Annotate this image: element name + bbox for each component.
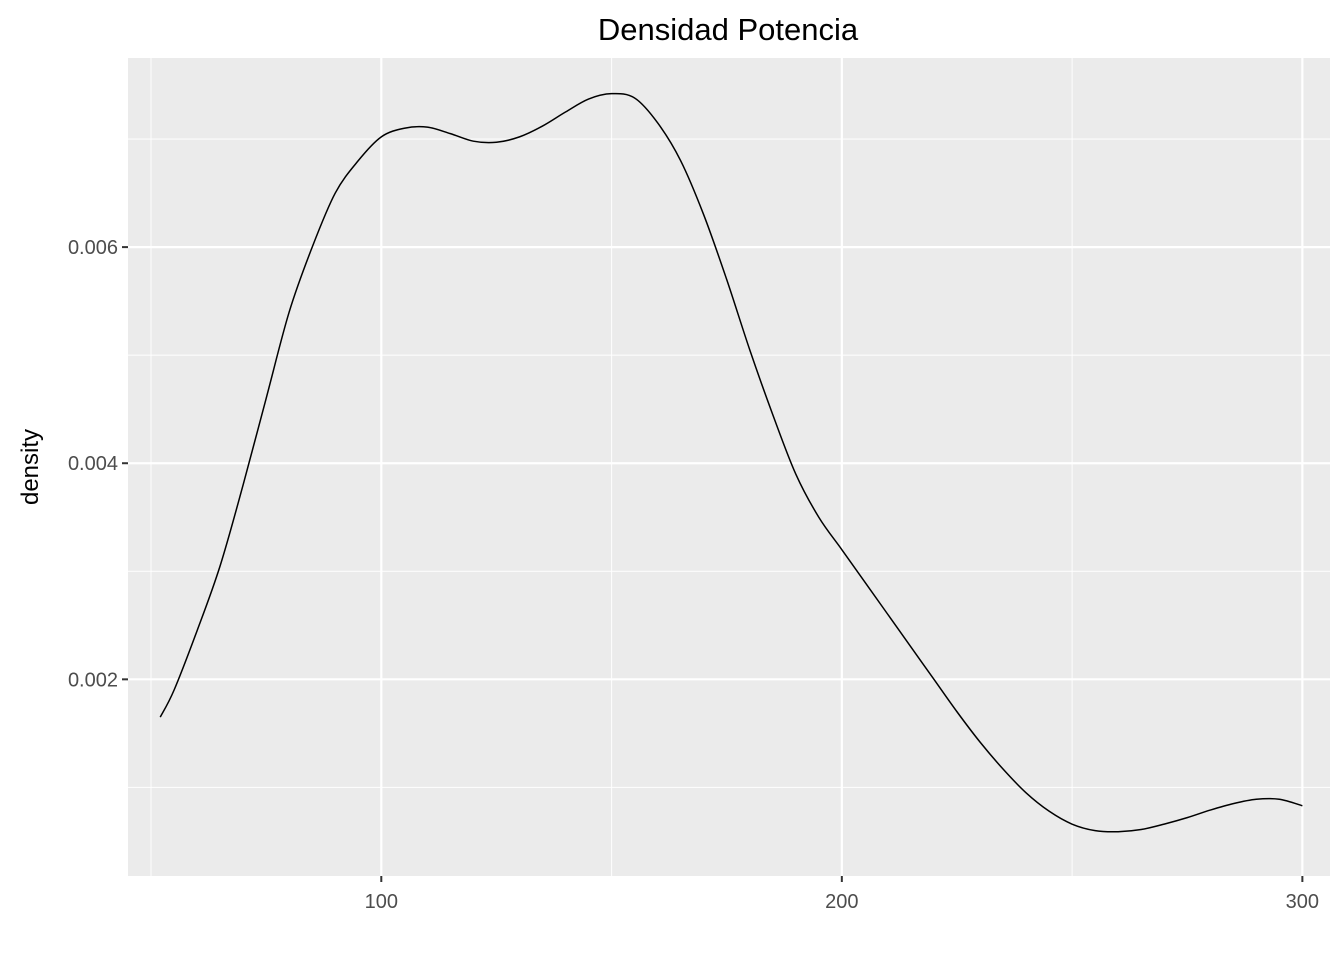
y-axis: 0.002 0.004 0.006	[68, 237, 128, 691]
y-tick-label: 0.004	[68, 453, 118, 475]
x-tick-label: 300	[1286, 891, 1319, 913]
x-axis: 100 200 300	[365, 876, 1319, 913]
x-tick-label: 200	[825, 891, 858, 913]
density-series	[159, 92, 1303, 833]
y-tick-label: 0.002	[68, 669, 118, 691]
x-tick-label: 100	[365, 891, 398, 913]
chart-title: Densidad Potencia	[598, 12, 859, 47]
density-line	[159, 92, 1303, 833]
y-tick-label: 0.006	[68, 237, 118, 259]
minor-gridlines	[128, 58, 1330, 876]
major-gridlines	[128, 58, 1330, 876]
plot-panel	[128, 58, 1330, 876]
y-axis-label: density	[17, 429, 44, 505]
